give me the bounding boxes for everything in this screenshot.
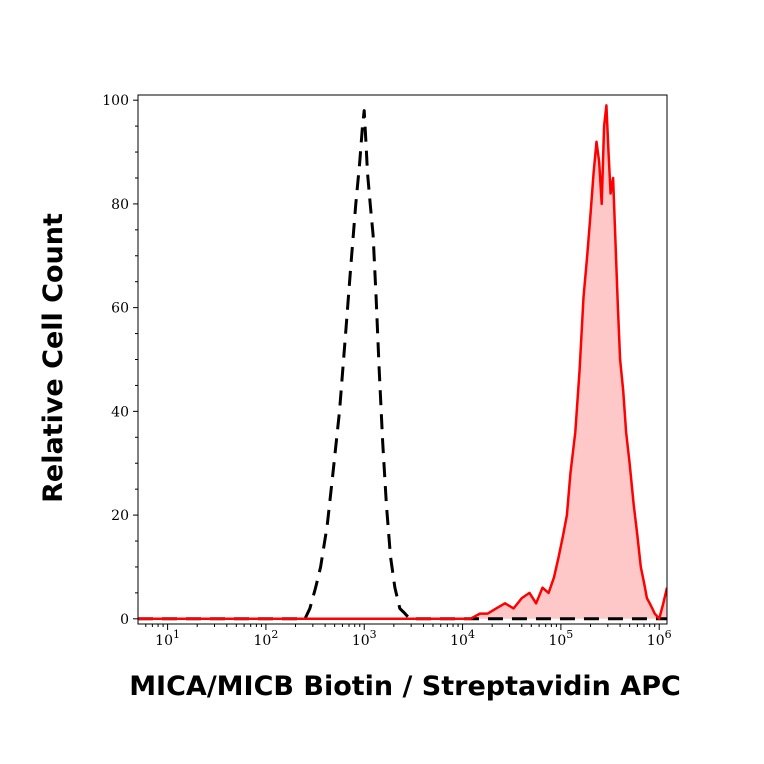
- y-tick-label: 80: [111, 197, 129, 213]
- x-axis-title: MICA/MICB Biotin / Streptavidin APC: [129, 671, 681, 702]
- x-tick-label: 105: [548, 628, 573, 649]
- y-tick-label: 40: [111, 404, 129, 420]
- y-tick-label: 100: [102, 93, 129, 109]
- x-tick-label: 104: [450, 628, 475, 649]
- axis-ticks: 0 20 40 60 80 100 101 102 103 104 105 106: [102, 93, 671, 649]
- y-tick-label: 20: [111, 508, 129, 524]
- plot-area: [138, 104, 667, 621]
- series-1-area: [138, 105, 667, 619]
- series-1-line: [138, 104, 667, 621]
- x-tick-label: 102: [254, 628, 279, 649]
- y-tick-label: 0: [120, 612, 129, 628]
- x-tick-label: 106: [647, 628, 672, 649]
- x-tick-label: 101: [155, 628, 180, 649]
- x-tick-label: 103: [352, 628, 377, 649]
- y-axis-title: Relative Cell Count: [38, 213, 69, 503]
- y-tick-label: 60: [111, 301, 129, 317]
- series-0-line: [138, 109, 667, 621]
